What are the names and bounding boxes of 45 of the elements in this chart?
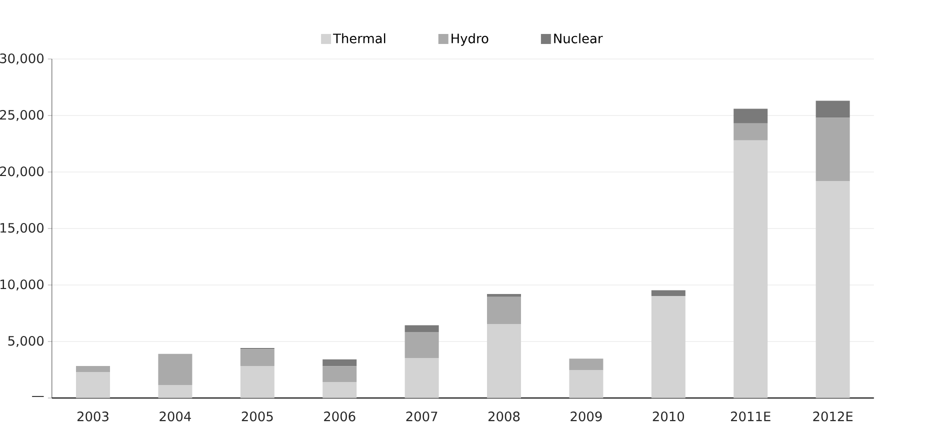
bar: [322, 359, 357, 366]
x-tick-label: 2010: [652, 412, 684, 422]
y-tick-label: —: [32, 396, 44, 397]
x-tick-label: 2003: [77, 412, 108, 422]
x-tick-label: 2005: [242, 412, 273, 422]
x-tick-label: 2004: [160, 412, 191, 422]
y-tick-label: 25,000: [0, 110, 44, 122]
x-tick-label: 2012E: [813, 412, 853, 422]
bar: [404, 325, 439, 332]
bar: [816, 118, 850, 182]
bar: [240, 349, 274, 366]
y-tick-label: 20,000: [0, 166, 44, 178]
x-tick-label: 2008: [488, 412, 520, 422]
bar: [569, 370, 604, 398]
bar: [322, 366, 357, 382]
bar: [404, 358, 439, 398]
y-tick-label: 15,000: [0, 222, 44, 234]
bar: [487, 294, 522, 297]
bar: [734, 140, 768, 398]
bar: [487, 296, 522, 324]
bar: [322, 382, 357, 398]
bar: [816, 181, 850, 398]
bar: [76, 366, 110, 372]
bar: [240, 366, 274, 398]
y-tick-label: 10,000: [0, 279, 44, 291]
bar: [734, 123, 768, 140]
x-tick-label: 2009: [570, 412, 602, 422]
legend-label: Thermal: [333, 33, 386, 44]
y-tick-label: 5,000: [8, 336, 44, 348]
x-tick-label: 2007: [406, 412, 438, 422]
bar: [404, 332, 439, 358]
legend-label: Hydro: [452, 33, 488, 46]
bar: [158, 385, 192, 398]
x-tick-label: 2011E: [730, 412, 770, 422]
y-tick-label: 30,000: [0, 53, 44, 65]
bar: [651, 296, 686, 398]
bar: [569, 358, 604, 370]
legend-label: Nuclear: [554, 33, 603, 44]
bar: [734, 108, 768, 124]
x-tick-label: 2006: [324, 412, 356, 422]
bar: [651, 290, 686, 296]
bar: [816, 100, 850, 118]
bar: [158, 354, 192, 386]
bar: [76, 372, 110, 398]
bar: [487, 324, 522, 398]
